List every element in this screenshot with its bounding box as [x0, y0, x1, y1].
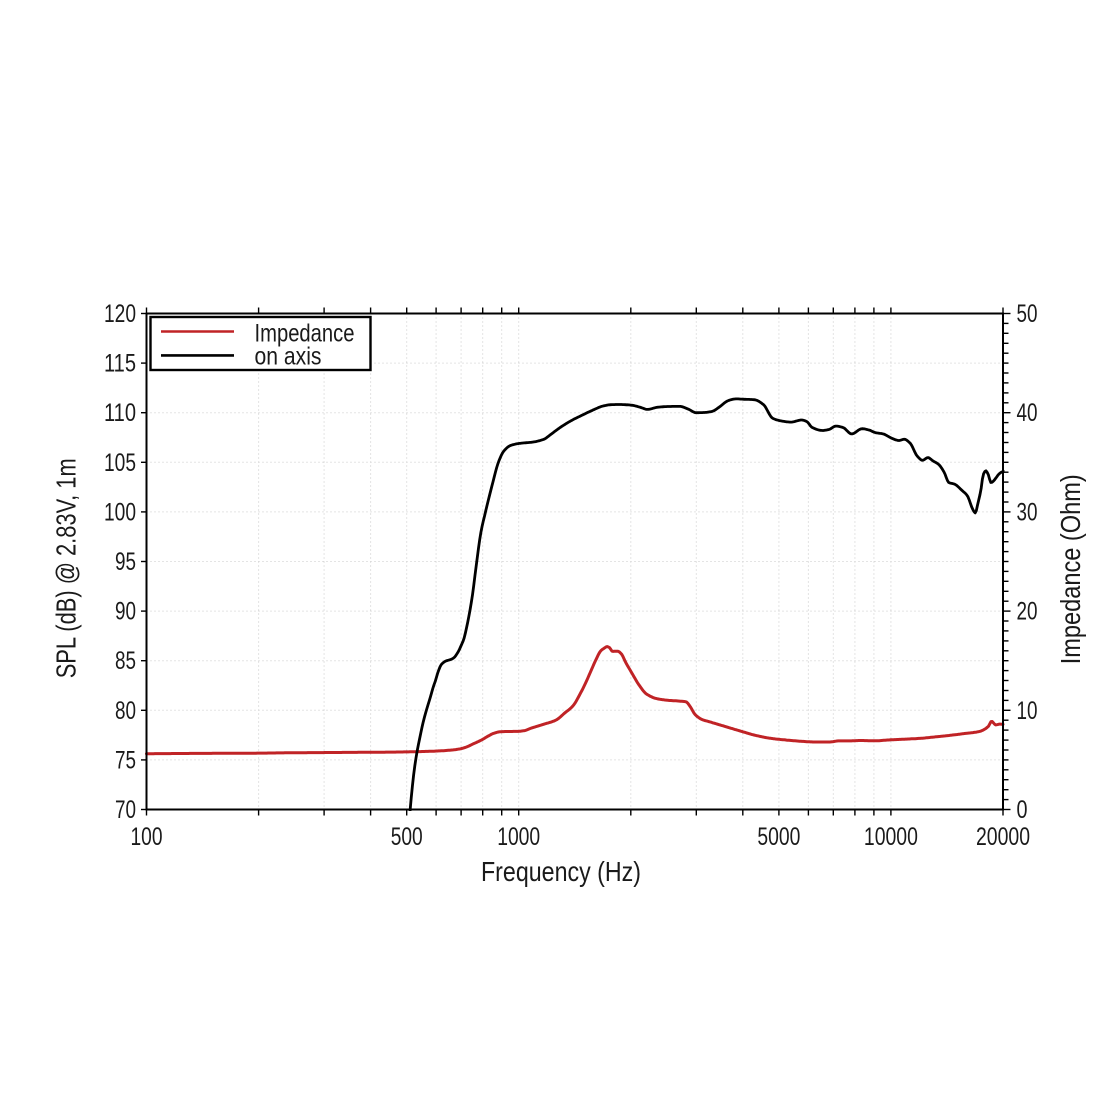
- svg-text:20000: 20000: [976, 823, 1030, 851]
- svg-text:85: 85: [115, 647, 136, 675]
- svg-text:Impedance (Ohm): Impedance (Ohm): [1055, 474, 1086, 664]
- svg-text:110: 110: [104, 399, 136, 427]
- svg-text:5000: 5000: [757, 823, 800, 851]
- svg-text:Frequency (Hz): Frequency (Hz): [481, 856, 641, 887]
- svg-text:30: 30: [1017, 498, 1038, 526]
- svg-text:70: 70: [115, 796, 136, 824]
- svg-text:80: 80: [115, 697, 136, 725]
- svg-text:90: 90: [115, 598, 136, 626]
- svg-text:95: 95: [115, 548, 136, 576]
- svg-text:SPL (dB) @ 2.83V, 1m: SPL (dB) @ 2.83V, 1m: [51, 458, 82, 678]
- svg-text:50: 50: [1017, 300, 1038, 328]
- svg-text:105: 105: [104, 449, 136, 477]
- svg-text:Impedance: Impedance: [255, 320, 355, 348]
- svg-text:10000: 10000: [864, 823, 918, 851]
- svg-text:100: 100: [131, 823, 163, 851]
- svg-text:115: 115: [104, 350, 136, 378]
- svg-text:1000: 1000: [497, 823, 540, 851]
- svg-text:120: 120: [104, 300, 136, 328]
- svg-text:20: 20: [1017, 598, 1038, 626]
- svg-text:0: 0: [1017, 796, 1028, 824]
- svg-text:75: 75: [115, 746, 136, 774]
- svg-text:on axis: on axis: [255, 343, 322, 371]
- svg-text:40: 40: [1017, 399, 1038, 427]
- svg-text:10: 10: [1017, 697, 1038, 725]
- svg-text:500: 500: [391, 823, 423, 851]
- svg-text:100: 100: [104, 498, 136, 526]
